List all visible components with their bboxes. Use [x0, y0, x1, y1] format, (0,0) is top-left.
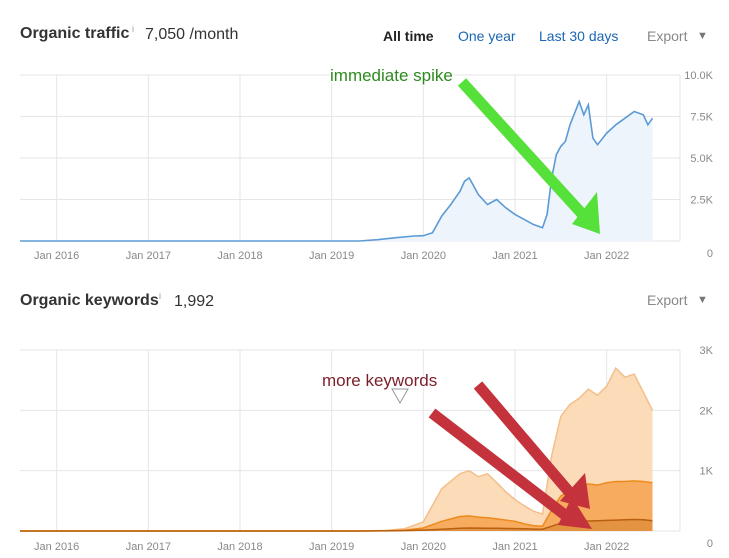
y-tick-label: 0 — [707, 248, 713, 260]
keywords-chart: Jan 2016 Jan 2017 Jan 2018 Jan 2019 Jan 2020… — [20, 345, 714, 553]
green-arrow-head — [572, 192, 600, 234]
x-tick-label: Jan 2022 — [584, 250, 629, 262]
y-tick-label: 5.0K — [690, 153, 713, 165]
keywords-export-caret-icon[interactable]: ▼ — [697, 294, 708, 306]
x-tick-label: Jan 2018 — [217, 250, 262, 262]
keywords-area-3 — [20, 519, 653, 531]
y-tick-label: 3K — [700, 345, 714, 357]
traffic-title: Organic traffic — [20, 25, 130, 42]
y-tick-label: 2.5K — [690, 195, 713, 207]
keywords-annotation: more keywords — [321, 370, 592, 529]
traffic-export-button[interactable]: Export — [647, 28, 688, 44]
range-last-30-days[interactable]: Last 30 days — [539, 28, 619, 44]
keywords-header: Organic keywords i 1,992 Export ▼ — [0, 286, 729, 316]
keywords-info-icon[interactable]: i — [159, 291, 161, 301]
red-arrow-head-1 — [560, 473, 590, 509]
y-tick-label: 1K — [700, 466, 714, 478]
x-tick-label: Jan 2021 — [492, 250, 537, 262]
y-tick-label: 2K — [700, 405, 714, 417]
x-tick-label: Jan 2016 — [34, 250, 79, 262]
red-arrow-shaft-2 — [428, 408, 569, 520]
red-arrow-head-2 — [558, 497, 592, 529]
y-tick-label: 0 — [707, 538, 713, 550]
callout-pointer — [391, 388, 409, 405]
traffic-area — [20, 101, 653, 241]
keywords-title: Organic keywords — [20, 292, 159, 309]
x-tick-label: Jan 2018 — [217, 541, 262, 553]
keywords-export-button[interactable]: Export — [647, 292, 688, 308]
x-tick-label: Jan 2017 — [126, 250, 171, 262]
green-arrow-shaft — [457, 78, 589, 220]
red-arrow-shaft-1 — [473, 381, 575, 497]
keywords-area-1 — [20, 368, 653, 531]
traffic-export-caret-icon[interactable]: ▼ — [697, 30, 708, 42]
range-one-year[interactable]: One year — [458, 28, 516, 44]
traffic-annotation-text: immediate spike — [330, 66, 453, 85]
traffic-chart: Jan 2016 Jan 2017 Jan 2018 Jan 2019 Jan 2020… — [20, 65, 714, 262]
traffic-header: Organic traffic i 7,050 /month All time … — [0, 22, 729, 52]
x-tick-label: Jan 2021 — [492, 541, 537, 553]
keywords-line-3 — [20, 518, 653, 532]
range-all-time[interactable]: All time — [383, 28, 434, 44]
x-tick-label: Jan 2019 — [309, 541, 354, 553]
traffic-line — [20, 99, 654, 242]
keywords-value: 1,992 — [174, 293, 215, 310]
traffic-value: 7,050 /month — [145, 26, 239, 43]
y-tick-label: 10.0K — [684, 70, 713, 82]
x-tick-label: Jan 2017 — [126, 541, 171, 553]
y-tick-label: 7.5K — [690, 112, 713, 124]
x-tick-label: Jan 2019 — [309, 250, 354, 262]
x-tick-label: Jan 2020 — [401, 250, 446, 262]
keywords-line-1 — [20, 366, 654, 532]
x-tick-label: Jan 2016 — [34, 541, 79, 553]
x-tick-label: Jan 2020 — [401, 541, 446, 553]
traffic-info-icon[interactable]: i — [132, 24, 134, 34]
x-tick-label: Jan 2022 — [584, 541, 629, 553]
keywords-annotation-text: more keywords — [322, 371, 437, 390]
keywords-line-2 — [20, 480, 653, 532]
traffic-annotation: immediate spike — [329, 65, 600, 234]
